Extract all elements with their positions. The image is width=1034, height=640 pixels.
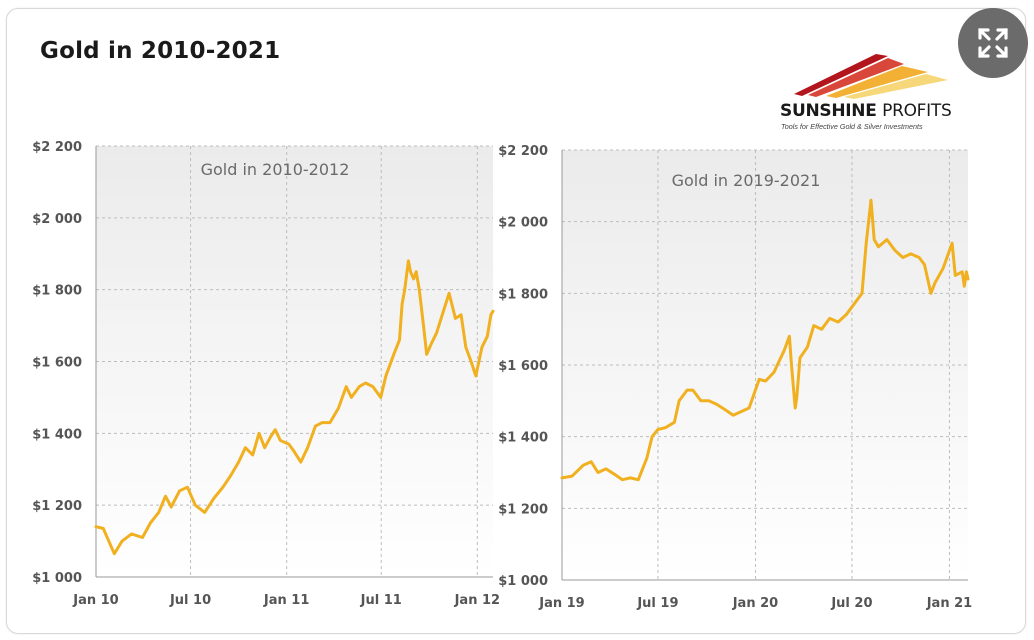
- page-title: Gold in 2010-2021: [40, 38, 281, 64]
- logo-tagline: Tools for Effective Gold & Silver Invest…: [781, 122, 923, 131]
- x-tick-label: Jan 19: [538, 596, 584, 611]
- x-tick-label: Jan 11: [263, 593, 309, 608]
- y-tick-label: $2 200: [32, 140, 82, 155]
- expand-button[interactable]: [958, 8, 1028, 78]
- y-tick-label: $1 800: [32, 284, 82, 299]
- x-tick-label: Jul 11: [360, 593, 402, 608]
- y-tick-label: $1 400: [32, 427, 82, 442]
- gold-price-line: [560, 198, 970, 482]
- sunrays-logo-icon: [794, 54, 948, 99]
- logo-name-bold: SUNSHINE: [780, 101, 877, 121]
- y-tick-label: $1 200: [498, 502, 548, 517]
- gold-price-line: [94, 259, 495, 556]
- x-tick-label: Jan 20: [732, 596, 778, 611]
- chart-gold-2010-2012: $1 000 $1 200 $1 400 $1 600 $1 800 $2 000 $2 2…: [32, 140, 500, 608]
- y-tick-label: $1 000: [498, 574, 548, 589]
- y-tick-label: $1 200: [32, 499, 82, 514]
- logo-name: SUNSHINE PROFITS: [780, 101, 968, 121]
- x-tick-label: Jul 20: [830, 596, 872, 611]
- x-tick-label: Jul 19: [636, 596, 678, 611]
- y-tick-label: $2 000: [498, 216, 548, 231]
- chart-title: Gold in 2010-2012: [201, 160, 350, 179]
- x-tick-label: Jul 10: [169, 593, 211, 608]
- x-tick-label: Jan 12: [454, 593, 500, 608]
- y-tick-label: $2 000: [32, 212, 82, 227]
- logo-name-light: PROFITS: [882, 101, 952, 121]
- y-tick-label: $1 000: [32, 571, 82, 586]
- chart-title: Gold in 2019-2021: [672, 171, 821, 190]
- y-tick-label: $1 600: [32, 356, 82, 371]
- sunshine-profits-logo: SUNSHINE PROFITS Tools for Effective Gol…: [780, 46, 968, 134]
- y-tick-label: $1 800: [498, 287, 548, 302]
- y-tick-label: $1 600: [498, 359, 548, 374]
- y-tick-label: $1 400: [498, 431, 548, 446]
- y-tick-label: $2 200: [498, 144, 548, 159]
- expand-arrows-icon: [978, 28, 1008, 58]
- x-tick-label: Jan 10: [72, 593, 118, 608]
- x-tick-label: Jan 21: [926, 596, 972, 611]
- chart-gold-2019-2021: $1 000 $1 200 $1 400 $1 600 $1 800 $2 000 $2 2…: [498, 144, 972, 611]
